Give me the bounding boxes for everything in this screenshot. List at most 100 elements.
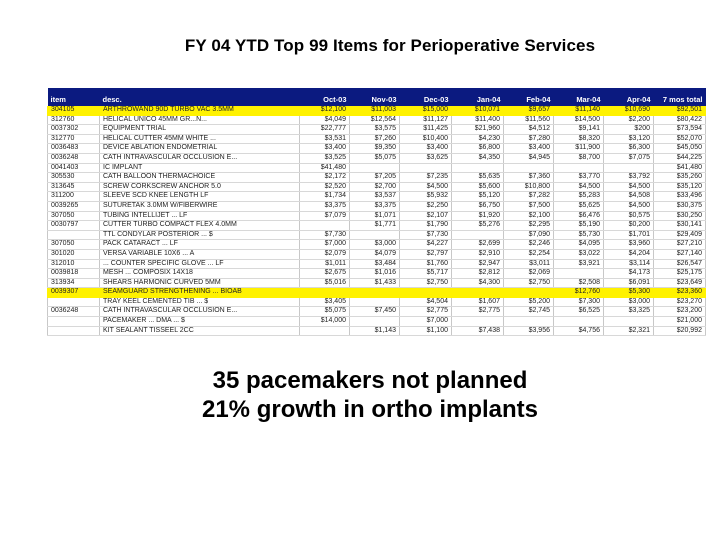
cell-apr: $3,792 <box>603 172 654 183</box>
cell-desc: HELICAL UNICO 45MM GR...N... <box>99 115 300 126</box>
table-row: 0039265 SUTURETAK 3.0MM W/FIBERWIRE $3,375… <box>47 201 706 212</box>
column-header-dec: Dec-03 <box>399 88 452 106</box>
cell-total: $35,260 <box>653 172 706 183</box>
cell-item: 305530 <box>47 172 100 183</box>
cell-desc: SCREW CORKSCREW ANCHOR 5.0 <box>99 182 300 193</box>
cell-oct: $7,079 <box>299 211 350 222</box>
cell-jan: $2,947 <box>451 259 504 270</box>
cell-item: 307050 <box>47 211 100 222</box>
table-row-highlighted: 304105 ARTHROWAND 90D TURBO VAC 3.5MM $12,… <box>47 106 706 116</box>
cell-feb: $2,246 <box>503 239 554 250</box>
cell-desc: TTL CONDYLAR POSTERIOR ... $ <box>99 230 300 241</box>
cell-jan <box>451 163 504 174</box>
cell-item: 0036483 <box>47 143 100 154</box>
top-items-table: item desc. Oct-03 Nov-03 Dec-03 Jan-04 F… <box>47 88 706 337</box>
cell-feb: $2,254 <box>503 249 554 260</box>
cell-oct: $7,730 <box>299 230 350 241</box>
cell-nov <box>349 287 400 298</box>
cell-jan: $2,812 <box>451 268 504 279</box>
column-header-nov: Nov-03 <box>349 88 400 106</box>
cell-mar: $8,320 <box>553 134 604 145</box>
cell-mar: $2,508 <box>553 278 604 289</box>
table-row: TTL CONDYLAR POSTERIOR ... $ $7,730 $7,730… <box>47 230 706 241</box>
cell-jan: $5,120 <box>451 191 504 202</box>
cell-total: $30,375 <box>653 201 706 212</box>
cell-nov: $7,205 <box>349 172 400 183</box>
cell-apr: $4,204 <box>603 249 654 260</box>
cell-desc: SUTURETAK 3.0MM W/FIBERWIRE <box>99 201 300 212</box>
cell-feb: $7,360 <box>503 172 554 183</box>
table-row: KIT SEALANT TISSEEL 2CC $1,143 $1,100 $7,43… <box>47 326 706 337</box>
cell-jan: $2,910 <box>451 249 504 260</box>
cell-item: 0039265 <box>47 201 100 212</box>
cell-mar <box>553 163 604 174</box>
cell-feb: $11,560 <box>503 115 554 126</box>
cell-item: 312010 <box>47 259 100 270</box>
column-header-feb: Feb-04 <box>503 88 554 106</box>
cell-dec: $3,400 <box>399 143 452 154</box>
cell-total: $41,480 <box>653 163 706 174</box>
table-row: 313645 SCREW CORKSCREW ANCHOR 5.0 $2,520 $2… <box>47 182 706 193</box>
cell-dec: $1,790 <box>399 220 452 231</box>
cell-total: $26,547 <box>653 259 706 270</box>
cell-item: 0030797 <box>47 220 100 231</box>
cell-nov <box>349 230 400 241</box>
cell-mar: $5,730 <box>553 230 604 241</box>
cell-oct: $22,777 <box>299 124 350 135</box>
table-row: 0041403 IC IMPLANT $41,480 $41,480 <box>47 163 706 174</box>
cell-mar: $5,190 <box>553 220 604 231</box>
cell-mar: $3,022 <box>553 249 604 260</box>
column-header-total: 7 mos total <box>653 88 706 106</box>
cell-mar: $11,900 <box>553 143 604 154</box>
table-row: 313934 SHEARS HARMONIC CURVED 5MM $5,016 $1… <box>47 278 706 289</box>
cell-desc: SHEARS HARMONIC CURVED 5MM <box>99 278 300 289</box>
cell-item: 307050 <box>47 239 100 250</box>
cell-total: $25,175 <box>653 268 706 279</box>
cell-oct: $3,405 <box>299 297 350 308</box>
cell-apr: $3,114 <box>603 259 654 270</box>
cell-total: $73,594 <box>653 124 706 135</box>
table-row: 0036248 CATH INTRAVASCULAR OCCLUSION E...… <box>47 153 706 164</box>
cell-mar: $4,095 <box>553 239 604 250</box>
cell-dec: $2,775 <box>399 306 452 318</box>
cell-dec: $4,500 <box>399 182 452 193</box>
cell-desc: EQUIPMENT TRIAL <box>99 124 300 135</box>
cell-feb: $7,280 <box>503 134 554 145</box>
cell-oct: $5,016 <box>299 278 350 289</box>
column-header-mar: Mar-04 <box>553 88 604 106</box>
cell-apr: $2,321 <box>603 326 654 337</box>
cell-oct: $3,525 <box>299 153 350 164</box>
cell-dec: $5,932 <box>399 191 452 202</box>
cell-jan: $6,750 <box>451 201 504 212</box>
cell-apr: $4,500 <box>603 201 654 212</box>
cell-total: $27,140 <box>653 249 706 260</box>
cell-jan: $5,600 <box>451 182 504 193</box>
cell-feb: $9,657 <box>503 106 554 116</box>
cell-nov: $1,071 <box>349 211 400 222</box>
cell-feb: $10,800 <box>503 182 554 193</box>
table-row: 305530 CATH BALLOON THERMACHOICE $2,172 $7,… <box>47 172 706 183</box>
cell-dec: $4,227 <box>399 239 452 250</box>
cell-oct: $41,480 <box>299 163 350 174</box>
table-row: 0037302 EQUIPMENT TRIAL $22,777 $3,575 $11,4… <box>47 124 706 135</box>
cell-dec: $2,797 <box>399 249 452 260</box>
cell-total: $52,070 <box>653 134 706 145</box>
callout-line-pacemakers: 35 pacemakers not planned <box>212 367 528 394</box>
cell-jan <box>451 287 504 298</box>
cell-desc: PACEMAKER ... DMA ... $ <box>99 316 300 327</box>
cell-dec: $10,400 <box>399 134 452 145</box>
cell-apr: $7,075 <box>603 153 654 164</box>
cell-mar: $14,500 <box>553 115 604 126</box>
cell-nov: $2,700 <box>349 182 400 193</box>
cell-nov: $3,375 <box>349 201 400 212</box>
cell-nov: $12,564 <box>349 115 400 126</box>
column-header-oct: Oct-03 <box>299 88 350 106</box>
cell-nov: $3,575 <box>349 124 400 135</box>
cell-item: 313645 <box>47 182 100 193</box>
cell-oct: $3,531 <box>299 134 350 145</box>
cell-desc: DEVICE ABLATION ENDOMETRIAL <box>99 143 300 154</box>
cell-jan <box>451 230 504 241</box>
cell-total: $27,210 <box>653 239 706 250</box>
cell-oct <box>299 287 350 298</box>
cell-mar: $5,283 <box>553 191 604 202</box>
